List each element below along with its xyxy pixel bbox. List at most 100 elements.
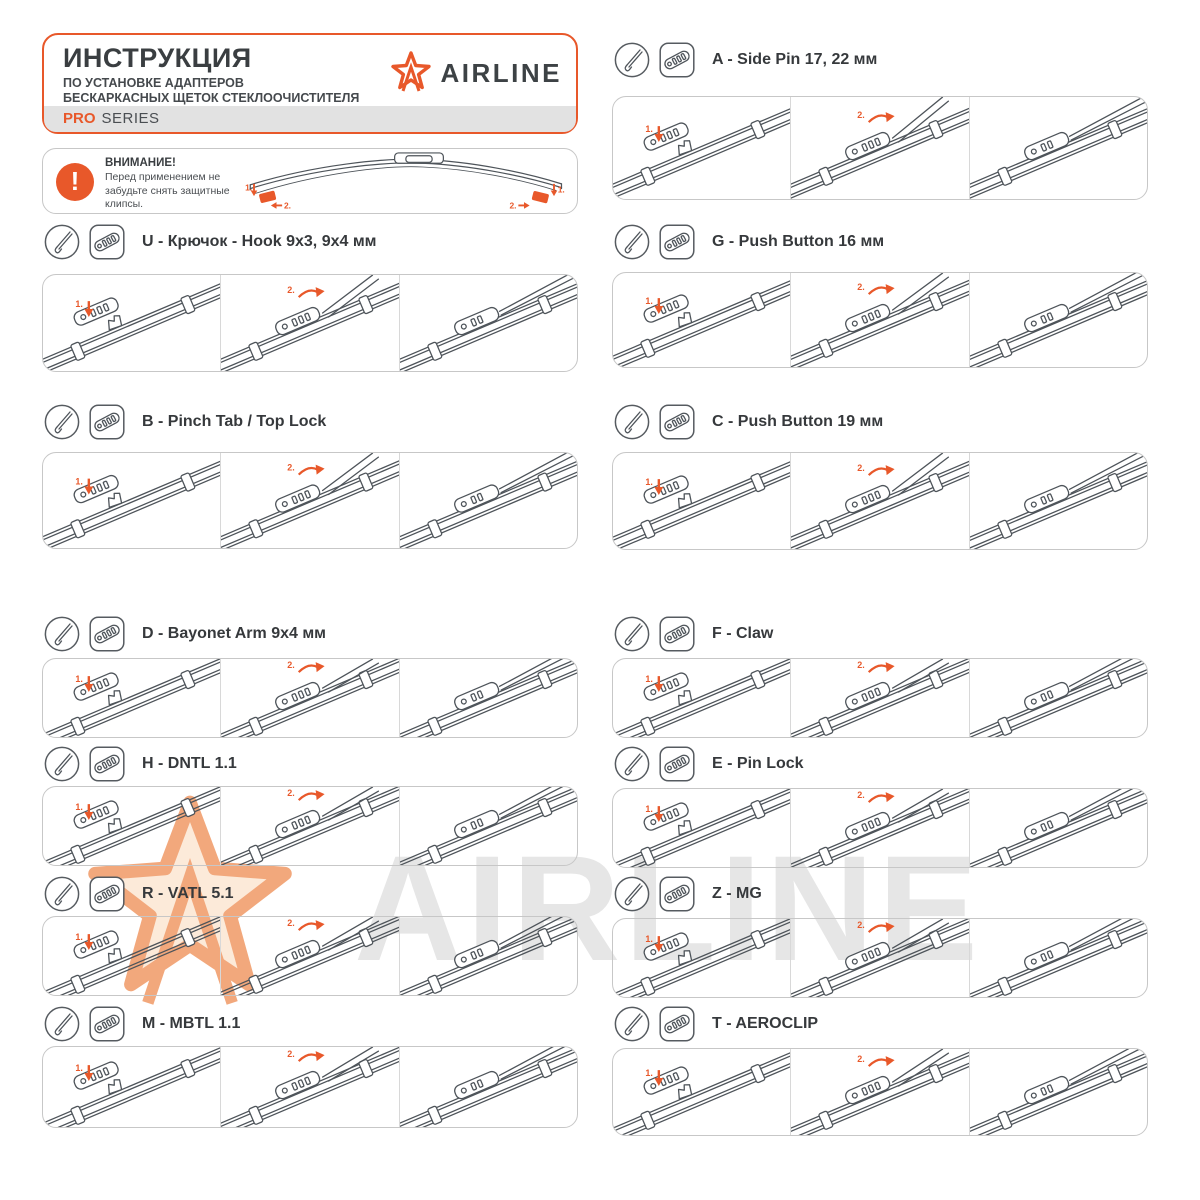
step-arrow-icon: 2. — [858, 110, 895, 123]
installation-step-3-illustration — [399, 787, 577, 865]
installation-step-1-illustration: 1. — [613, 1049, 791, 1135]
adapter-icon — [89, 876, 125, 912]
installation-step-1-illustration: 1. — [613, 919, 791, 997]
step-arrow-icon: 1. — [75, 1063, 94, 1082]
page-title: ИНСТРУКЦИЯ — [63, 43, 252, 73]
step-arrow-icon: 1. — [75, 674, 94, 693]
step-cell-R-2: 2. — [220, 917, 399, 995]
installation-step-3-illustration — [399, 275, 577, 371]
step-cell-B-1: 1. — [43, 453, 221, 548]
installation-step-2-illustration: 2. — [791, 1049, 969, 1135]
series-strip: PRO SERIES — [44, 106, 576, 132]
installation-step-3-illustration — [399, 917, 577, 995]
steps-panel-E: 1. 2. — [612, 788, 1148, 868]
svg-text:1.: 1. — [75, 299, 82, 309]
section-G: G - Push Button 16 мм 1. — [612, 224, 1148, 368]
svg-text:2.: 2. — [858, 790, 865, 800]
step-cell-Z-2: 2. — [790, 919, 969, 997]
svg-text:2.: 2. — [858, 920, 865, 930]
wiper-arm-icon — [614, 876, 650, 912]
svg-text:1.: 1. — [645, 934, 652, 944]
step-arrow-icon: 2. — [288, 463, 325, 476]
adapter-icon — [659, 42, 695, 78]
installation-step-1-illustration: 1. — [613, 273, 791, 367]
installation-step-1-illustration: 1. — [43, 275, 221, 371]
section-header-T: T - AEROCLIP — [614, 1006, 818, 1042]
step-cell-B-2: 2. — [220, 453, 399, 548]
step-arrow-icon: 2. — [858, 463, 895, 476]
section-header-R: R - VATL 5.1 — [44, 876, 234, 912]
svg-text:1.: 1. — [75, 477, 82, 487]
svg-text:2.: 2. — [858, 660, 865, 670]
svg-text:1.: 1. — [75, 932, 82, 942]
step-cell-U-2: 2. — [220, 275, 399, 371]
steps-panel-T: 1. 2. — [612, 1048, 1148, 1136]
installation-step-1-illustration: 1. — [43, 787, 221, 865]
section-title-U: U - Крючок - Hook 9x3, 9x4 мм — [142, 233, 377, 250]
steps-panel-M: 1. 2. — [42, 1046, 578, 1128]
wiper-arm-icon — [44, 876, 80, 912]
adapter-icon — [659, 616, 695, 652]
svg-text:1.: 1. — [645, 124, 652, 134]
steps-panel-A: 1. 2. — [612, 96, 1148, 200]
wiper-arm-icon — [44, 616, 80, 652]
step-arrow-icon: 1. — [645, 296, 664, 315]
section-M: M - MBTL 1.1 1. — [42, 1006, 578, 1128]
section-header-H: H - DNTL 1.1 — [44, 746, 237, 782]
protective-clip-left-icon: 1. 2. — [245, 182, 291, 210]
steps-panel-F: 1. 2. — [612, 658, 1148, 738]
step-cell-D-2: 2. — [220, 659, 399, 737]
header-box: ИНСТРУКЦИЯ ПО УСТАНОВКЕ АДАПТЕРОВ БЕСКАР… — [42, 33, 578, 134]
wiper-arm-icon — [614, 224, 650, 260]
svg-text:2.: 2. — [858, 463, 865, 473]
svg-text:1.: 1. — [645, 477, 652, 487]
section-header-F: F - Claw — [614, 616, 773, 652]
installation-step-2-illustration: 2. — [791, 919, 969, 997]
step-cell-Z-3 — [968, 919, 1147, 997]
installation-step-2-illustration: 2. — [221, 917, 399, 995]
installation-step-1-illustration: 1. — [43, 1047, 221, 1127]
svg-text:2.: 2. — [858, 110, 865, 120]
wiper-arm-icon — [44, 746, 80, 782]
adapter-icon — [659, 1006, 695, 1042]
svg-text:1.: 1. — [645, 296, 652, 306]
svg-text:1.: 1. — [645, 1068, 652, 1078]
installation-step-1-illustration: 1. — [613, 97, 791, 199]
section-R: R - VATL 5.1 1. — [42, 876, 578, 996]
wiper-arm-icon — [614, 1006, 650, 1042]
step-cell-F-3 — [968, 659, 1147, 737]
installation-step-2-illustration: 2. — [221, 1047, 399, 1127]
step-arrow-icon: 1. — [645, 934, 664, 953]
step-cell-G-3 — [968, 273, 1147, 367]
step-cell-H-3 — [398, 787, 577, 865]
step-cell-T-3 — [968, 1049, 1147, 1135]
step-cell-F-2: 2. — [790, 659, 969, 737]
brand-logo: AIRLINE — [389, 51, 563, 95]
installation-step-1-illustration: 1. — [43, 659, 221, 737]
warning-box: ! ВНИМАНИЕ! Перед применением не забудьт… — [42, 148, 578, 214]
page-subtitle-line2: БЕСКАРКАСНЫХ ЩЕТОК СТЕКЛООЧИСТИТЕЛЯ — [63, 91, 360, 105]
section-title-R: R - VATL 5.1 — [142, 885, 234, 902]
installation-step-3-illustration — [969, 1049, 1147, 1135]
warning-text: Перед применением не забудьте снять защи… — [105, 171, 230, 211]
svg-text:2.: 2. — [288, 660, 295, 670]
page-subtitle-line1: ПО УСТАНОВКЕ АДАПТЕРОВ — [63, 76, 244, 90]
step-arrow-icon: 1. — [645, 124, 664, 143]
svg-text:1.: 1. — [75, 1063, 82, 1073]
step-cell-M-1: 1. — [43, 1047, 221, 1127]
step-arrow-icon: 2. — [858, 920, 895, 933]
svg-text:2.: 2. — [288, 788, 295, 798]
step-cell-G-2: 2. — [790, 273, 969, 367]
svg-text:2.: 2. — [288, 918, 295, 928]
step-arrow-icon: 2. — [288, 918, 325, 931]
installation-step-2-illustration: 2. — [221, 275, 399, 371]
step-cell-A-2: 2. — [790, 97, 969, 199]
step-cell-U-3 — [398, 275, 577, 371]
installation-step-1-illustration: 1. — [613, 659, 791, 737]
section-H: H - DNTL 1.1 1. — [42, 746, 578, 866]
steps-panel-R: 1. 2. — [42, 916, 578, 996]
wiper-blade-overview-illustration: 1. 2. 1. 2. — [245, 152, 565, 210]
section-F: F - Claw 1. — [612, 616, 1148, 738]
steps-panel-H: 1. 2. — [42, 786, 578, 866]
section-header-M: M - MBTL 1.1 — [44, 1006, 240, 1042]
